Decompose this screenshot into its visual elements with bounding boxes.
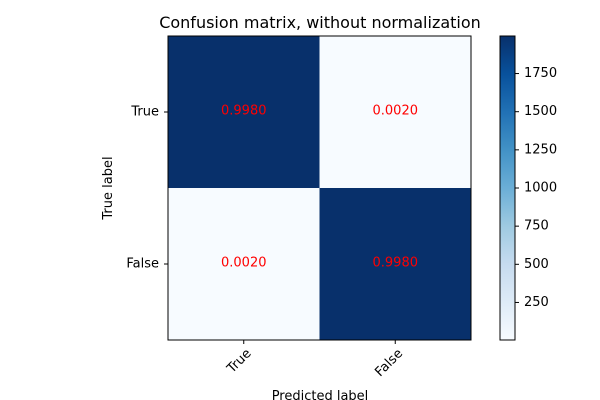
colorbar-tick-label: 1000 [524, 181, 557, 196]
heatmap-cells [168, 36, 471, 340]
heatmap-frame [167, 35, 472, 341]
colorbar-ticks: 250 500 750 1000 1250 1500 1750 [515, 66, 557, 310]
heatmap-cell [168, 188, 320, 340]
colorbar-tick-label: 500 [524, 257, 549, 272]
chart-title: Confusion matrix, without normalization [159, 13, 481, 32]
colorbar-tick-label: 1250 [524, 142, 557, 157]
y-tick-label: False [126, 257, 159, 272]
colorbar-tick-label: 250 [524, 295, 549, 310]
y-axis-label: True label [101, 156, 116, 220]
y-axis-ticks: True False [126, 105, 168, 272]
colorbar [499, 35, 516, 341]
x-tick-label: True [224, 346, 255, 377]
cell-value-label: 0.0020 [221, 256, 267, 271]
cell-value-label: 0.0020 [373, 104, 419, 119]
colorbar-tick-label: 1750 [524, 66, 557, 81]
y-tick-label: True [130, 105, 159, 120]
heatmap-cell-labels: 0.9980 0.0020 0.0020 0.9980 [221, 104, 418, 271]
cell-value-label: 0.9980 [373, 256, 419, 271]
cell-value-label: 0.9980 [221, 104, 267, 119]
heatmap-cell [168, 36, 320, 188]
colorbar-tick-label: 1500 [524, 104, 557, 119]
x-axis-label: Predicted label [272, 389, 369, 400]
x-axis-ticks: True False [224, 340, 406, 380]
x-tick-label: False [372, 346, 406, 380]
colorbar-tick-label: 750 [524, 219, 549, 234]
heatmap-cell [319, 36, 471, 188]
heatmap-cell [319, 188, 471, 340]
